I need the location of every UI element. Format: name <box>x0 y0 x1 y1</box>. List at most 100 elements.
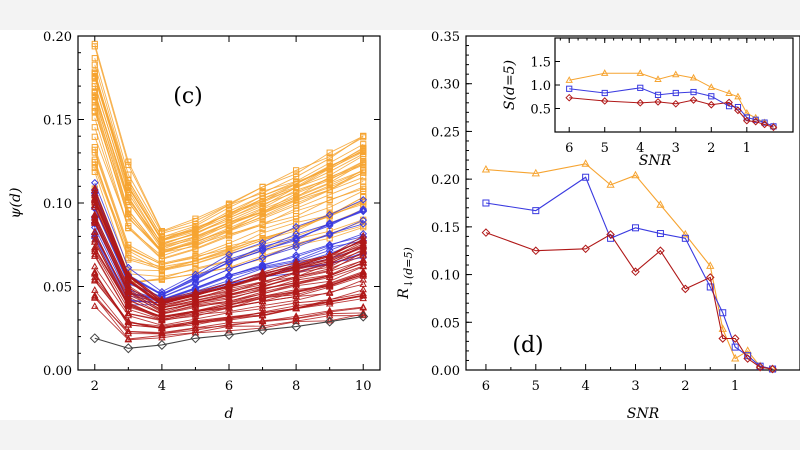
c-series-marker <box>225 265 233 274</box>
d-series-line <box>485 176 773 370</box>
c-series-marker <box>91 55 98 62</box>
c-series-marker <box>359 248 367 255</box>
inset-series-marker <box>760 120 769 129</box>
inset-series-line <box>569 87 774 127</box>
d-x-tick-label: 5 <box>532 379 540 394</box>
c-series-marker <box>359 275 367 283</box>
c-series-marker <box>325 271 334 279</box>
c-series-marker <box>258 294 267 302</box>
inset-x-tick-label: 1 <box>743 141 751 156</box>
inset-series-marker <box>654 75 662 82</box>
c-series-marker <box>359 268 367 276</box>
c-series-marker <box>192 260 199 267</box>
c-series-marker <box>325 289 334 296</box>
chart-canvas: 2 4 6 8 10 0.00 0.05 0.10 0.15 0.20 (c) d ψ(d) 6 5 4 3 2… <box>8 30 800 422</box>
c-series-marker <box>258 260 267 269</box>
c-y-tick-label: 0.05 <box>43 281 72 296</box>
inset-x-tick-label: 4 <box>636 141 644 156</box>
c-series-marker <box>225 320 233 328</box>
c-series-marker <box>125 177 132 184</box>
c-series-marker <box>293 219 300 226</box>
c-gray-series-marker <box>89 333 100 344</box>
c-series-marker <box>325 288 334 295</box>
c-series-marker <box>360 158 367 165</box>
c-series-marker <box>360 169 367 176</box>
c-series-marker <box>191 289 200 297</box>
c-series-marker <box>360 133 367 140</box>
c-series-marker <box>91 214 99 221</box>
c-series-line <box>94 295 364 335</box>
c-series-marker <box>91 250 99 258</box>
c-series-marker <box>158 239 165 247</box>
c-series-layer <box>89 40 369 354</box>
c-series-marker <box>359 195 368 204</box>
d-y-tick-label: 0.25 <box>431 125 460 140</box>
d-series-line <box>485 163 773 370</box>
c-series-marker <box>192 245 199 252</box>
d-y-tick-label: 0.10 <box>431 269 460 284</box>
d-series-marker <box>681 284 690 294</box>
c-series-marker <box>325 309 334 317</box>
c-series-marker <box>124 292 133 300</box>
d-series-marker <box>582 173 590 181</box>
c-series-marker <box>360 187 367 195</box>
c-series-marker <box>91 168 98 175</box>
inset-series-marker <box>689 73 698 81</box>
c-series-line <box>94 73 364 238</box>
c-series-marker <box>191 274 200 283</box>
c-series-marker <box>359 291 367 298</box>
c-series-marker <box>258 321 267 329</box>
c-gray-series-marker <box>291 321 302 332</box>
d-series-marker <box>631 267 640 277</box>
c-series-marker <box>359 308 367 316</box>
c-series-marker <box>91 195 99 203</box>
c-series-marker <box>225 279 233 286</box>
inset-y-axis-label: S(d=5) <box>502 60 518 110</box>
inset-series-marker <box>725 103 733 110</box>
c-series-marker <box>325 260 334 267</box>
inset-series-red <box>565 93 778 132</box>
d-y-tick-label: 0.00 <box>431 364 460 379</box>
c-series-marker <box>293 215 300 222</box>
c-series-marker <box>191 297 200 305</box>
inset-series-marker <box>752 116 759 123</box>
d-series-marker <box>681 229 690 238</box>
c-series-marker <box>360 193 367 201</box>
c-series-marker <box>326 174 333 182</box>
c-gray-series-marker <box>190 333 201 344</box>
c-series-marker <box>258 269 267 276</box>
c-series-marker <box>259 235 266 242</box>
c-y-tick-label: 0.20 <box>43 30 72 45</box>
d-y-tick-label: 0.05 <box>431 316 460 331</box>
c-gray-series-marker <box>156 339 167 350</box>
d-series-marker <box>656 246 665 256</box>
inset-series-marker <box>707 83 716 90</box>
c-series-line <box>94 206 364 306</box>
c-series-marker <box>225 214 233 221</box>
c-series-marker <box>292 222 300 231</box>
inset-series-marker <box>690 88 697 96</box>
c-series-marker <box>158 297 166 305</box>
d-panel-label: (d) <box>512 333 543 358</box>
c-series-marker <box>225 301 233 308</box>
c-series-marker <box>360 146 367 154</box>
d-y-axis-label: R↓(d=5) <box>396 247 415 300</box>
c-series-line <box>94 297 364 334</box>
d-series-marker <box>705 273 715 282</box>
c-series-marker <box>91 228 99 235</box>
c-series-marker <box>91 276 99 284</box>
c-series-marker <box>91 89 98 96</box>
inset-series-marker <box>601 89 608 97</box>
c-series-group-triangle <box>91 184 367 343</box>
d-x-axis-label: SNR <box>627 406 660 420</box>
c-series-marker <box>359 239 367 247</box>
c-series-marker <box>258 246 267 254</box>
c-series-marker <box>158 312 166 319</box>
c-series-marker <box>125 222 132 230</box>
d-series-marker <box>719 309 727 317</box>
c-series-marker <box>259 183 266 190</box>
c-series-marker <box>293 170 300 177</box>
c-series-marker <box>225 322 233 329</box>
c-series-marker <box>326 204 333 211</box>
d-series-marker <box>731 353 740 362</box>
